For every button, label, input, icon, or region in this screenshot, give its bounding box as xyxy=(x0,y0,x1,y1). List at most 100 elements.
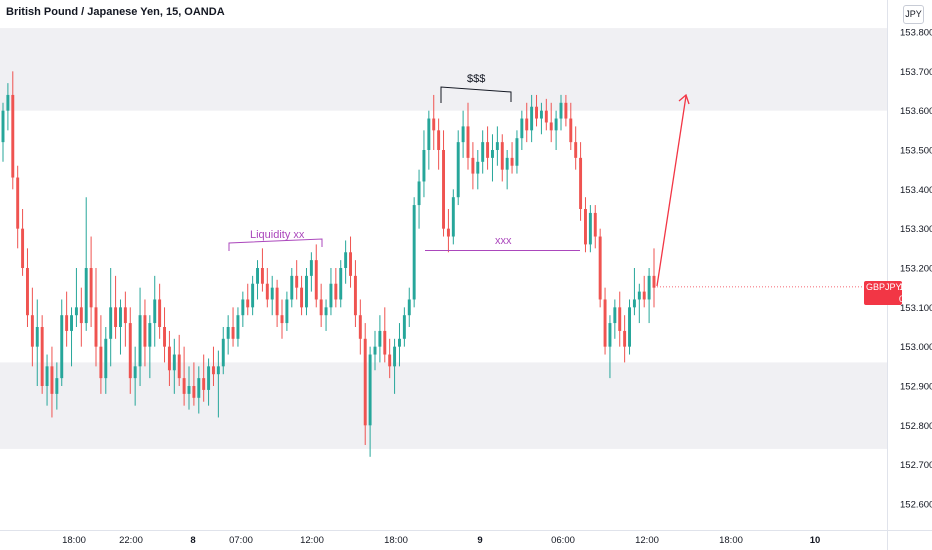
price-tag-symbol: GBPJPY xyxy=(866,282,902,292)
candle-body xyxy=(192,386,196,398)
candle-body xyxy=(530,106,534,131)
candle-body xyxy=(177,354,181,379)
candle-body xyxy=(143,315,147,347)
candle-body xyxy=(491,150,494,158)
candle-body xyxy=(16,177,20,229)
candle-body xyxy=(637,291,641,300)
candle-body xyxy=(158,299,162,327)
x-tick-label: 06:00 xyxy=(551,535,575,546)
candle-body xyxy=(128,323,132,379)
candle-body xyxy=(324,307,328,316)
candle-body xyxy=(309,260,313,276)
candle-body xyxy=(652,275,656,288)
candle-body xyxy=(593,212,597,237)
y-tick-label: 152.800 xyxy=(900,421,932,432)
candle-body xyxy=(119,307,122,327)
candle-body xyxy=(510,157,514,166)
candle-body xyxy=(256,268,259,284)
currency-button[interactable]: JPY xyxy=(903,5,924,24)
y-tick-label: 153.600 xyxy=(900,106,932,117)
candle-body xyxy=(314,260,318,300)
candle-body xyxy=(476,161,480,174)
y-tick-label: 153.200 xyxy=(900,264,932,275)
x-tick-label: 9 xyxy=(477,535,482,546)
candle-body xyxy=(388,354,392,367)
projection-arrow-line xyxy=(656,95,687,287)
candle-body xyxy=(70,315,73,331)
price-tag-countdown: 06:56 xyxy=(899,294,922,304)
candle-body xyxy=(319,299,323,316)
candle-body xyxy=(123,307,127,324)
candle-body xyxy=(300,287,304,308)
last-price-tag: GBPJPY 153.152 06:56 xyxy=(864,281,932,305)
candle-body xyxy=(442,150,445,229)
x-tick-label: 12:00 xyxy=(300,535,324,546)
candle-body xyxy=(35,327,39,347)
candle-body xyxy=(539,110,543,119)
candle-body xyxy=(104,338,108,379)
x-tick-label: 18:00 xyxy=(62,535,86,546)
candle-body xyxy=(574,142,578,158)
candle-body xyxy=(275,287,279,316)
liquidity-label: Liquidity xx xyxy=(250,229,305,241)
xxx-label: xxx xyxy=(495,235,512,247)
candle-body xyxy=(549,122,553,131)
x-tick-label: 07:00 xyxy=(229,535,253,546)
candle-body xyxy=(353,275,357,316)
candle-body xyxy=(579,157,583,209)
candle-body xyxy=(21,228,25,268)
candle-body xyxy=(598,236,602,300)
candle-body xyxy=(202,378,206,390)
candle-body xyxy=(466,126,470,158)
candle-body xyxy=(94,307,98,347)
candle-body xyxy=(221,338,225,367)
y-tick-label: 153.800 xyxy=(900,28,932,39)
y-tick-label: 153.400 xyxy=(900,185,932,196)
candle-body xyxy=(74,307,78,316)
candle-body xyxy=(393,346,397,367)
candle-body xyxy=(623,330,627,347)
candle-body xyxy=(167,346,171,371)
x-tick-label: 8 xyxy=(190,535,195,546)
y-tick-label: 153.100 xyxy=(900,303,932,314)
candle-body xyxy=(172,354,176,371)
y-tick-label: 152.700 xyxy=(900,460,932,471)
candle-body xyxy=(197,378,201,398)
candle-body xyxy=(417,181,421,206)
candle-body xyxy=(358,315,362,339)
candle-body xyxy=(187,386,191,394)
candle-body xyxy=(535,106,538,119)
candle-body xyxy=(603,299,607,347)
y-tick-label: 152.900 xyxy=(900,382,932,393)
candle-body xyxy=(632,299,636,308)
candle-body xyxy=(305,275,308,308)
candle-body xyxy=(45,366,49,386)
candle-body xyxy=(647,275,651,300)
candle-body xyxy=(461,126,465,143)
candle-body xyxy=(26,268,29,316)
candle-body xyxy=(1,110,5,143)
price-tag-value: 153.152 xyxy=(899,282,932,292)
candle-body xyxy=(207,366,211,390)
projection-arrow-head xyxy=(678,93,690,105)
candle-body xyxy=(373,346,377,355)
candle-body xyxy=(569,118,573,143)
candle-body xyxy=(456,142,460,198)
candle-body xyxy=(368,354,372,426)
candle-body xyxy=(231,327,235,339)
candle-body xyxy=(265,283,269,300)
candle-body xyxy=(295,275,299,288)
candle-body xyxy=(446,228,450,237)
candle-body xyxy=(65,315,69,331)
candle-body xyxy=(329,283,333,308)
candle-body xyxy=(236,315,240,339)
candle-body xyxy=(588,212,592,245)
candle-body xyxy=(246,299,250,308)
candle-body xyxy=(285,299,289,324)
y-tick-label: 153.500 xyxy=(900,146,932,157)
candle-body xyxy=(520,118,524,139)
candle-body xyxy=(260,268,264,284)
dollars-label: $$$ xyxy=(467,73,485,85)
candle-body xyxy=(642,291,646,300)
